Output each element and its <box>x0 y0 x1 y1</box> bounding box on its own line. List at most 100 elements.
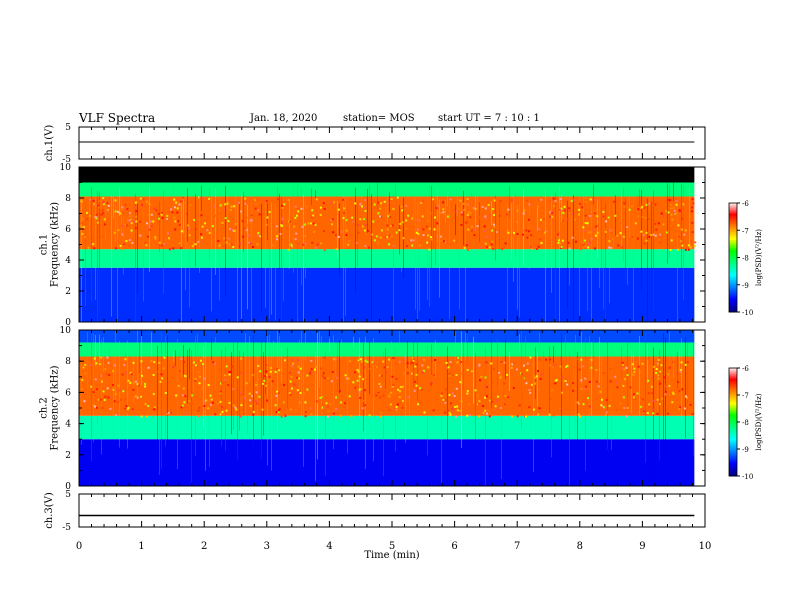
spectrogram-speckle <box>92 404 95 407</box>
colorbar-segment <box>729 227 737 230</box>
spectrogram-speckle <box>637 215 640 218</box>
spectrogram-streak <box>583 190 584 252</box>
spectrogram-streak <box>669 184 670 258</box>
spectrogram-speckle <box>587 243 590 246</box>
spectrogram-speckle <box>570 212 573 215</box>
spectrogram-speckle <box>340 230 343 233</box>
xtick-label: 8 <box>577 541 583 552</box>
spectrogram-speckle <box>661 397 664 400</box>
spectrogram-speckle <box>278 369 281 372</box>
spectrogram-speckle <box>251 373 254 376</box>
spectrogram-speckle <box>130 229 133 232</box>
spectrogram-speckle <box>521 229 524 232</box>
spectrogram-speckle <box>549 384 552 387</box>
spectrogram-speckle <box>265 402 268 405</box>
spectrogram-speckle <box>150 213 153 216</box>
spectrogram-streak <box>237 204 238 322</box>
spectrogram-speckle <box>473 234 476 237</box>
spectrogram-streak <box>587 203 588 311</box>
spectrogram-speckle <box>642 410 645 413</box>
spectrogram-speckle <box>330 223 333 226</box>
spectrogram-speckle <box>466 198 469 201</box>
spectrogram-speckle <box>96 221 99 224</box>
spectrogram-speckle <box>570 200 573 203</box>
spectrogram-speckle <box>343 211 346 214</box>
spectrogram-speckle <box>130 373 133 376</box>
spectrogram-speckle <box>243 227 246 230</box>
spectrogram-streak <box>599 337 600 383</box>
spectrogram-speckle <box>586 222 589 225</box>
spectrogram-streak <box>221 349 222 446</box>
spectrogram-speckle <box>254 400 257 403</box>
spectrogram-speckle <box>377 212 380 215</box>
spectrogram-speckle <box>212 412 215 415</box>
spectrogram-speckle <box>584 197 587 200</box>
spectrogram-speckle <box>580 358 583 361</box>
spectrogram-streak <box>245 333 246 439</box>
spectrogram-speckle <box>446 367 449 370</box>
spectrogram-speckle <box>106 202 109 205</box>
spectrogram-streak <box>499 341 500 391</box>
spectrogram-speckle <box>390 357 393 360</box>
spectrogram-streak <box>459 195 460 310</box>
spectrogram-speckle <box>412 359 415 362</box>
spectrogram-speckle <box>530 234 533 237</box>
spectrogram-streak <box>211 338 212 361</box>
spectrogram-speckle <box>451 407 454 410</box>
spectrogram-speckle <box>327 405 330 408</box>
spectrogram-speckle <box>623 205 626 208</box>
colorbar-segment <box>729 233 737 236</box>
spectrogram-streak <box>113 196 114 219</box>
spectrogram-streak <box>219 194 220 301</box>
spectrogram-speckle <box>234 223 237 226</box>
spectrogram-speckle <box>528 203 531 206</box>
spectrogram-speckle <box>358 360 361 363</box>
spectrogram-speckle <box>219 204 222 207</box>
spectrogram-speckle <box>484 215 487 218</box>
spectrogram-streak <box>427 345 428 456</box>
spectrogram-speckle <box>180 230 183 233</box>
spectrogram-speckle <box>141 203 144 206</box>
spectrogram-speckle <box>548 215 551 218</box>
spectrogram-speckle <box>306 388 309 391</box>
spectrogram-speckle <box>366 229 369 232</box>
spectrogram-speckle <box>630 205 633 208</box>
spectrogram-speckle <box>85 388 88 391</box>
spectrogram-speckle <box>637 208 640 211</box>
spectrogram-speckle <box>210 403 213 406</box>
spectrogram-speckle <box>515 368 518 371</box>
spectrogram-speckle <box>362 399 365 402</box>
spectrogram-speckle <box>232 246 235 249</box>
spectrogram-speckle <box>511 415 514 418</box>
spectrogram-speckle <box>336 372 339 375</box>
spectrogram-speckle <box>414 380 417 383</box>
spectrogram-speckle <box>288 392 291 395</box>
spectrogram-streak <box>637 194 638 210</box>
spectrogram-streak <box>277 330 278 433</box>
colorbar-segment <box>729 275 737 279</box>
spectrogram-streak <box>479 202 480 243</box>
spectrogram-speckle <box>279 232 282 235</box>
spectrogram-speckle <box>163 242 166 245</box>
spectrogram-speckle <box>335 234 338 237</box>
spectrogram-speckle <box>478 363 481 366</box>
spectrogram-speckle <box>558 208 561 211</box>
spectrogram-speckle <box>403 356 406 359</box>
spectrogram-speckle <box>694 241 697 244</box>
spectrogram-speckle <box>245 216 248 219</box>
spectrogram-speckle <box>127 379 130 382</box>
spectrogram-speckle <box>652 408 655 411</box>
spectrogram-speckle <box>401 207 404 210</box>
spectrogram-speckle <box>228 243 231 246</box>
spectrogram-speckle <box>265 384 268 387</box>
spectrogram-speckle <box>258 213 261 216</box>
spectrogram-speckle <box>503 392 506 395</box>
spectrogram-speckle <box>571 236 574 239</box>
spectrogram-speckle <box>503 361 506 364</box>
spectrogram-speckle <box>136 383 139 386</box>
spectrogram-speckle <box>160 373 163 376</box>
spectrogram-speckle <box>379 396 382 399</box>
spectrogram-speckle <box>122 211 125 214</box>
spectrogram-speckle <box>432 409 435 412</box>
spectrogram-speckle <box>282 401 285 404</box>
